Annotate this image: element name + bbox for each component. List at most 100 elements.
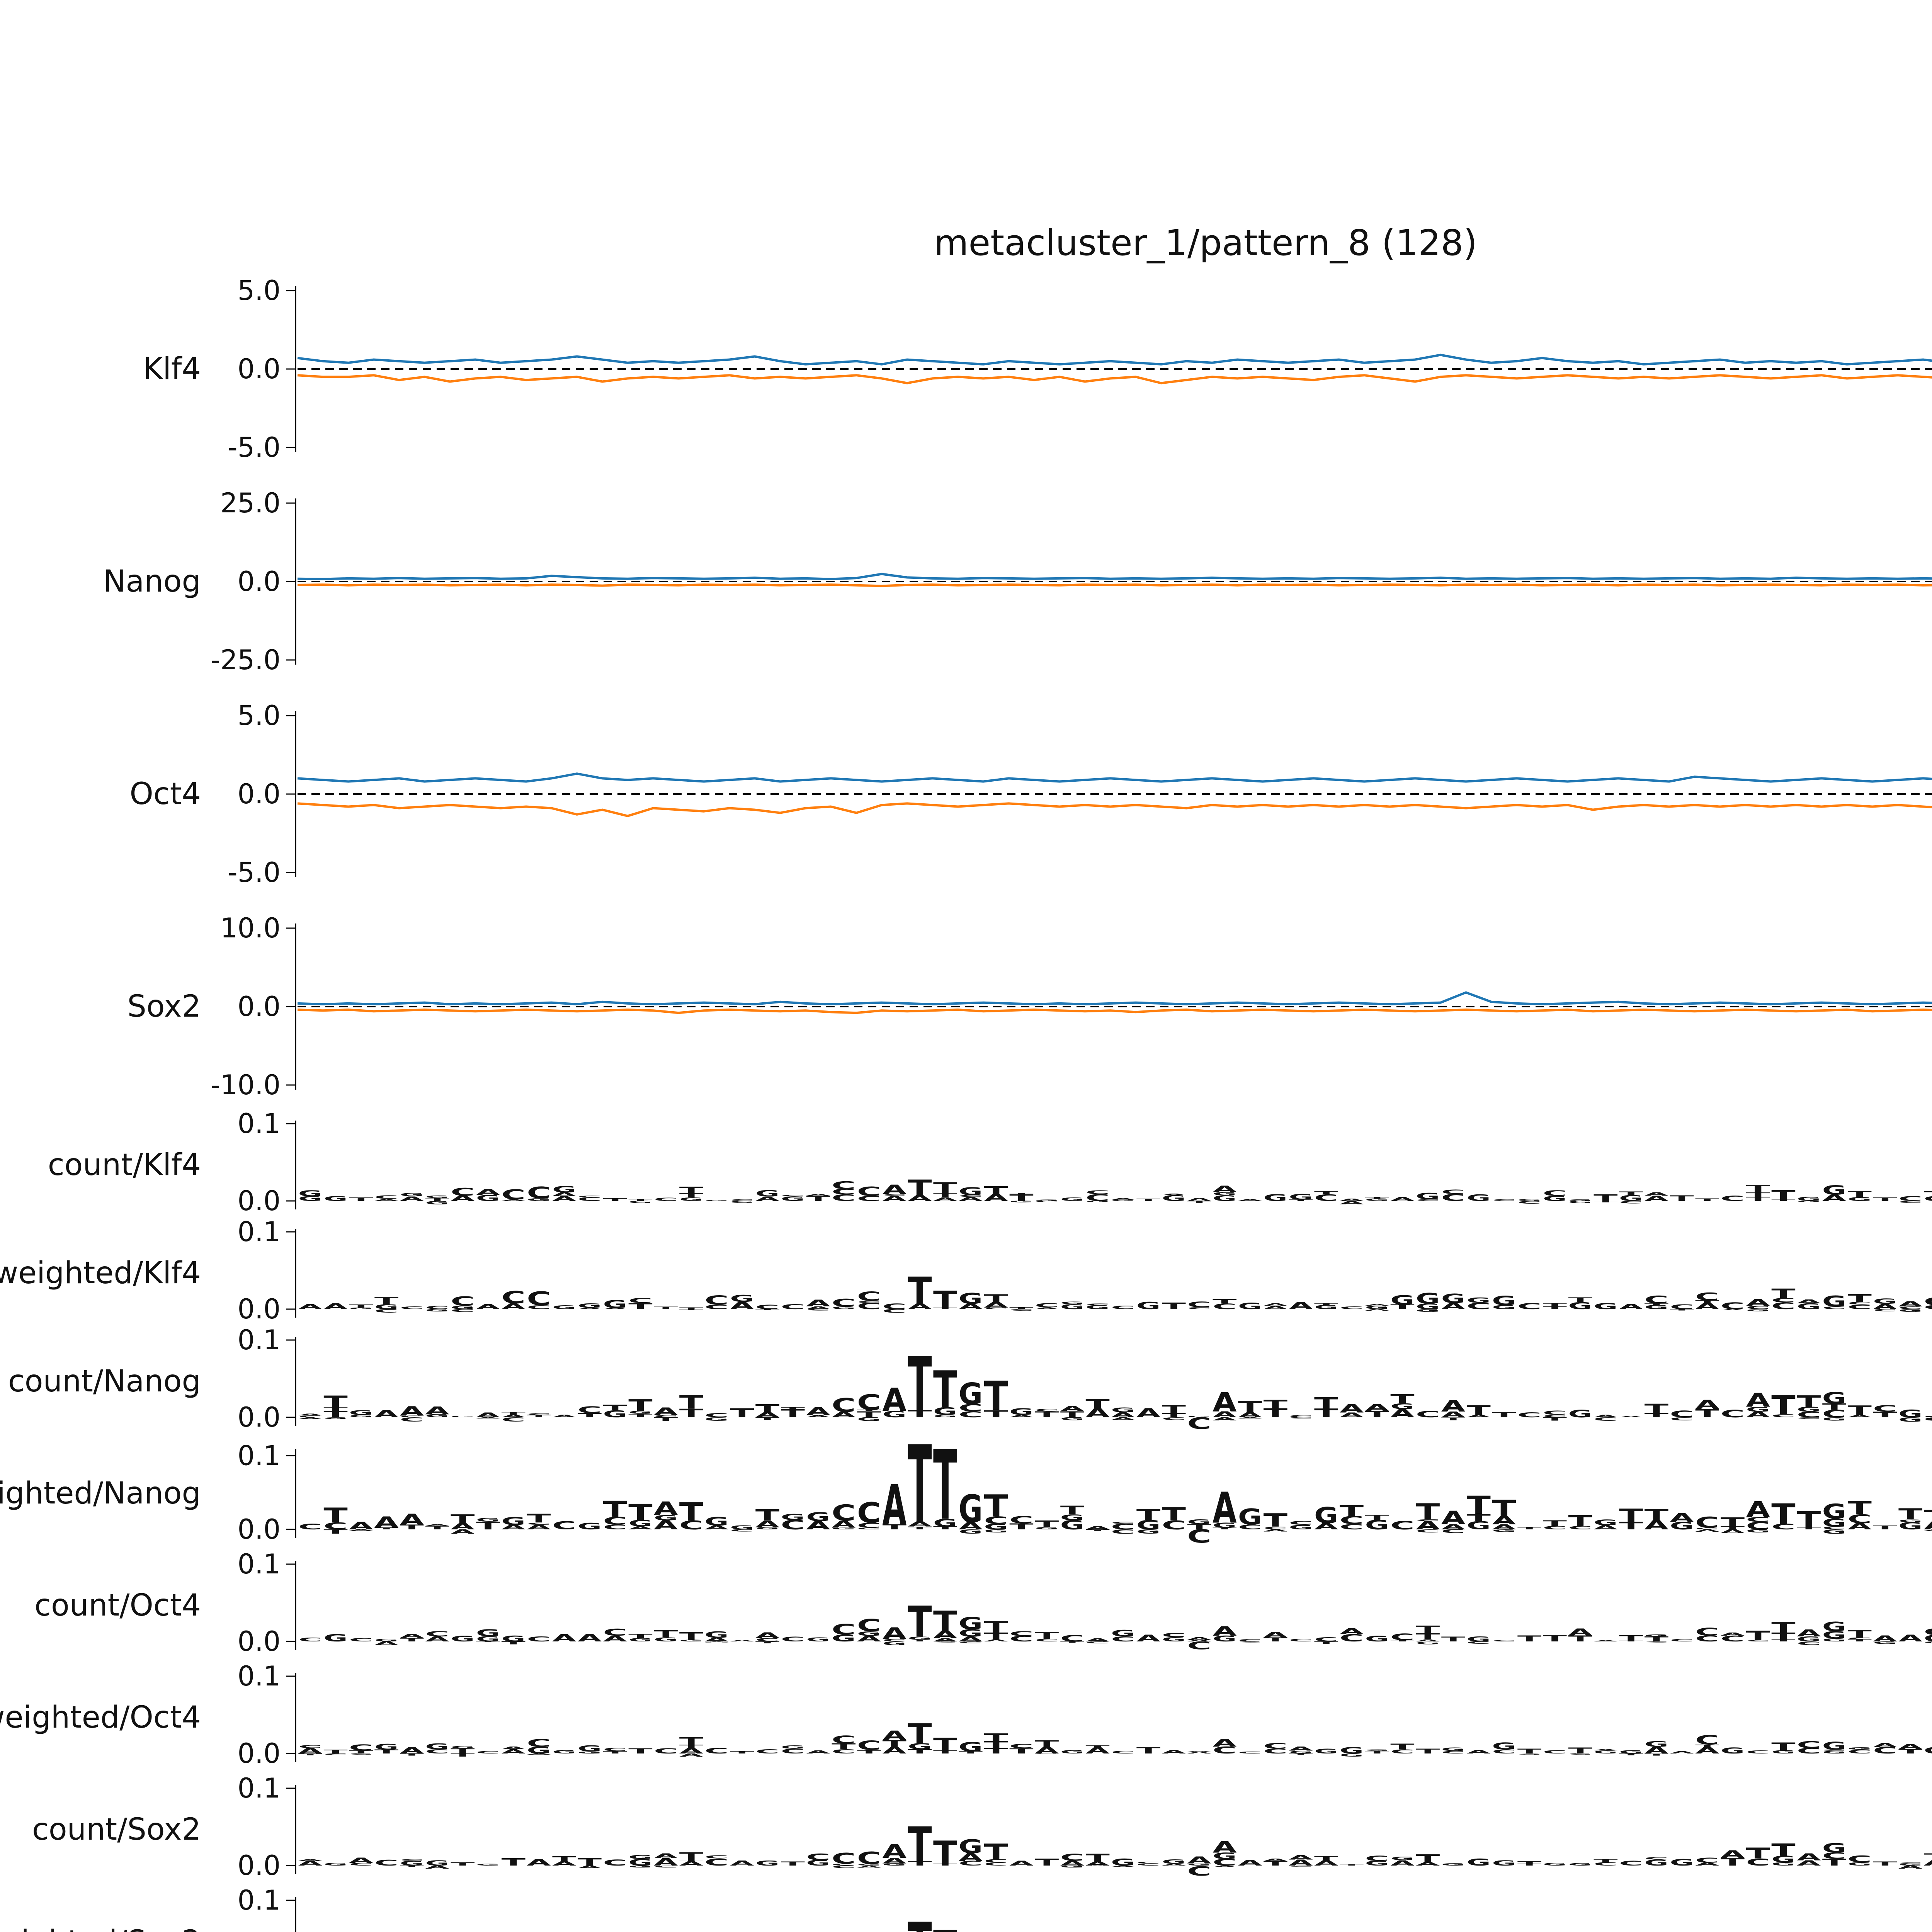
logo-letter-G: G: [628, 1865, 652, 1868]
logo-letter-C: C: [400, 1306, 424, 1310]
logo-letter-T: T: [1517, 1861, 1542, 1864]
logo-letter-A: A: [1213, 1410, 1236, 1419]
oct4-reverse-line: [297, 802, 1932, 817]
logo-letter-T: T: [1822, 1857, 1847, 1868]
logo-letter-T: T: [755, 1402, 780, 1415]
logo-letter-C: C: [1238, 1751, 1262, 1754]
logo-letter-T: T: [1314, 1394, 1338, 1412]
logo-letter-T: T: [1619, 1520, 1643, 1532]
logo-letter-C: C: [1136, 1861, 1160, 1864]
logo-letter-G: G: [323, 1632, 347, 1644]
logo-letter-C: C: [451, 1186, 474, 1198]
logo-letter-T: T: [1162, 1301, 1186, 1311]
logo-letter-C: C: [1797, 1417, 1821, 1419]
logo-letter-A: A: [1238, 1417, 1262, 1419]
logo-letter-T: T: [349, 1304, 373, 1309]
logo-letter-A: A: [1924, 1529, 1932, 1532]
logo-letter-G: G: [1365, 1634, 1389, 1643]
logo-letter-C: C: [1111, 1305, 1135, 1311]
logo-letter-T: T: [908, 1860, 932, 1867]
logo-letter-T: T: [984, 1488, 1008, 1524]
logo-letter-A: A: [1594, 1640, 1618, 1642]
logo-letter-C: C: [832, 1395, 855, 1417]
logo-letter-A: A: [1136, 1633, 1161, 1644]
logo-letter-C: C: [781, 1303, 805, 1311]
logo-letter-G: G: [1416, 1302, 1440, 1311]
logo-letter-G: G: [578, 1751, 602, 1754]
logo-letter-A: A: [1797, 1628, 1821, 1639]
logo-letter-T: T: [908, 1269, 932, 1313]
logo-letter-A: A: [806, 1519, 830, 1532]
logo-letter-G: G: [984, 1529, 1008, 1534]
logo-letter-A: A: [1797, 1851, 1821, 1862]
logo-letter-T: T: [1517, 1527, 1542, 1530]
logo-letter-G: G: [1060, 1303, 1084, 1311]
logo-letter-C: C: [298, 1522, 322, 1531]
logo-letter-C: C: [400, 1416, 424, 1423]
logo-letter-T: T: [908, 1817, 932, 1872]
logo-letter-G: G: [451, 1745, 474, 1749]
klf4-forward-line: [297, 354, 1932, 366]
logo-letter-C: C: [1264, 1526, 1287, 1530]
logo-letter-A: A: [1924, 1858, 1932, 1867]
logo-letter-A: A: [654, 1405, 678, 1417]
logo-letter-C: C: [781, 1636, 805, 1643]
logo-letter-T: T: [1416, 1624, 1440, 1636]
logo-letter-A: A: [1873, 1634, 1897, 1643]
logo-letter-C: C: [1187, 1639, 1211, 1652]
y-tick-label: 0.1: [238, 1324, 281, 1356]
logo-letter-T: T: [933, 1834, 957, 1871]
logo-letter-A: A: [1619, 1303, 1643, 1311]
logo-letter-G: G: [883, 1863, 906, 1866]
logo-letter-T: T: [628, 1633, 652, 1639]
logo-letter-T: T: [1645, 1506, 1668, 1524]
logo-letter-G: G: [1441, 1291, 1465, 1306]
logo-letter-G: G: [730, 1293, 754, 1304]
logo-letter-T: T: [679, 1497, 703, 1527]
logo-letter-C: C: [502, 1187, 526, 1203]
logo-letter-C: C: [1289, 1638, 1313, 1642]
logo-letter-A: A: [1898, 1743, 1923, 1751]
logo-letter-T: T: [1797, 1507, 1821, 1532]
logo-letter-T: T: [908, 1748, 932, 1755]
logo-letter-A: A: [730, 1859, 754, 1867]
logo-letter-A: A: [1289, 1746, 1313, 1752]
logo-letter-T: T: [502, 1411, 526, 1415]
logo-letter-T: T: [1797, 1527, 1821, 1530]
logo-letter-C: C: [1645, 1857, 1668, 1861]
logo-letter-G: G: [1746, 1529, 1770, 1534]
logo-letter-C: C: [654, 1197, 678, 1202]
logo-letter-T: T: [1924, 1507, 1932, 1525]
panel-weighted-nanog: weighted/Nanog0.10.0CCTAATTTAAATGAGACCGC…: [0, 1423, 1932, 1547]
logo-letter-A: A: [883, 1624, 906, 1643]
logo-letter-G: G: [857, 1630, 881, 1638]
logo-letter-T: T: [1847, 1639, 1872, 1643]
logo-letter-C: C: [1187, 1414, 1211, 1433]
logo-letter-T: T: [1289, 1753, 1313, 1755]
logo-letter-T: T: [755, 1641, 780, 1644]
logo-letter-T: T: [679, 1185, 703, 1195]
logo-letter-A: A: [730, 1300, 754, 1312]
logo-letter-T: T: [679, 1406, 704, 1420]
logo-letter-G: G: [1060, 1417, 1084, 1421]
logo-letter-A: A: [1187, 1639, 1211, 1642]
logo-letter-T: T: [1162, 1504, 1186, 1525]
logo-letter-A: A: [959, 1196, 983, 1202]
logo-letter-A: A: [1111, 1417, 1135, 1421]
logo-letter-G: G: [1822, 1740, 1846, 1752]
logo-letter-C: C: [1924, 1626, 1932, 1638]
logo-letter-C: C: [1238, 1639, 1262, 1643]
logo-letter-A: A: [552, 1632, 577, 1644]
logo-letter-A: A: [908, 1194, 932, 1203]
logo-letter-T: T: [1568, 1746, 1592, 1756]
logo-letter-T: T: [1543, 1633, 1567, 1644]
logo-letter-G: G: [1111, 1628, 1135, 1639]
logo-letter-C: C: [1847, 1854, 1871, 1865]
logo-letter-G: G: [1721, 1746, 1745, 1756]
logo-letter-C: C: [1466, 1301, 1490, 1311]
logo-letter-A: A: [1746, 1497, 1770, 1523]
logo-letter-A: A: [1187, 1636, 1211, 1641]
logo-letter-A: A: [527, 1753, 551, 1755]
logo-letter-T: T: [476, 1641, 500, 1642]
logo-letter-G: G: [1416, 1290, 1440, 1307]
